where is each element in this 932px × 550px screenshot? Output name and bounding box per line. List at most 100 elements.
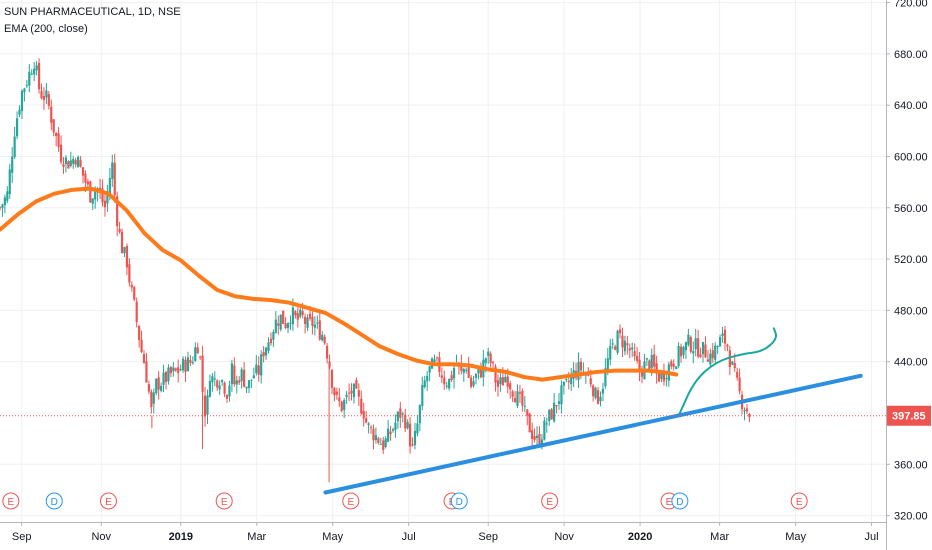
candle-body <box>604 368 607 387</box>
candle-body <box>599 396 602 402</box>
candle-body <box>25 84 28 86</box>
candle-body <box>487 351 490 356</box>
dividend-marker <box>671 492 689 510</box>
candle-body <box>0 207 2 209</box>
candle-body <box>184 359 187 372</box>
candle-body <box>462 368 465 373</box>
candle-body <box>18 109 21 115</box>
candle-body <box>726 344 729 347</box>
candle-body <box>628 348 631 351</box>
candle-body <box>496 380 500 387</box>
candle-body <box>367 423 370 426</box>
candle-body <box>299 309 302 317</box>
candle-body <box>177 367 180 374</box>
candle-body <box>389 431 392 435</box>
candle-body <box>401 413 404 415</box>
candle-body <box>147 384 151 392</box>
candle-body <box>589 378 592 385</box>
candle-body <box>296 313 299 320</box>
candle-body <box>660 373 663 379</box>
candle-body <box>550 409 553 420</box>
candle-body <box>687 334 690 345</box>
candle-body <box>531 430 534 440</box>
candle-body <box>506 376 509 387</box>
candle-body <box>125 245 129 268</box>
candle-body <box>379 443 382 445</box>
event-marker-label: E <box>347 497 354 508</box>
time-tick-label: Sep <box>478 531 498 543</box>
candle-body <box>611 343 614 345</box>
candle-body <box>699 354 702 357</box>
event-marker-label: E <box>666 497 673 508</box>
candle-body <box>621 335 624 348</box>
candle-body <box>89 181 92 203</box>
earnings-marker <box>342 492 360 510</box>
candle-body <box>736 371 739 378</box>
candle-body <box>540 439 544 444</box>
candle-body <box>274 319 277 333</box>
candle-body <box>277 323 280 326</box>
candle-body <box>704 344 707 358</box>
event-marker-label: D <box>51 497 58 508</box>
candle-body <box>404 414 407 429</box>
candle-body <box>577 362 580 381</box>
time-tick-label: 2019 <box>169 531 193 543</box>
support-trendline <box>323 373 863 495</box>
candle-body <box>448 378 451 389</box>
candle-body <box>640 369 644 377</box>
candle-body <box>523 405 526 407</box>
candle-body <box>45 90 48 98</box>
candle-body <box>245 386 248 389</box>
candle-body <box>362 410 365 419</box>
candle-body <box>30 73 33 75</box>
time-tick-label: May <box>322 531 343 543</box>
candle-body <box>418 405 421 424</box>
candle-body <box>20 90 24 112</box>
candle-body <box>706 359 709 362</box>
candle-body <box>689 336 692 352</box>
symbol-title[interactable]: SUN PHARMACEUTICAL, 1D, NSE <box>4 6 181 18</box>
candle-body <box>179 369 182 371</box>
candle-body <box>748 413 751 418</box>
candle-body <box>426 375 429 382</box>
candle-body <box>399 408 402 418</box>
candle-body <box>294 311 297 316</box>
candle-body <box>470 377 473 387</box>
candle-body <box>6 191 9 201</box>
candle-body <box>313 324 316 328</box>
candle-body <box>648 360 651 370</box>
candle-body <box>743 410 746 412</box>
candle-body <box>101 188 104 203</box>
candle-body <box>555 405 558 407</box>
candle-body <box>697 338 700 357</box>
event-marker-label: D <box>676 497 683 508</box>
candle-body <box>238 380 241 383</box>
candle-body <box>567 380 570 383</box>
candle-body <box>267 342 270 351</box>
candle-body <box>13 136 16 158</box>
candle-body <box>323 336 326 344</box>
dividend-marker <box>450 492 468 510</box>
candle-body <box>501 377 504 386</box>
candle-body <box>557 401 561 405</box>
indicator-label[interactable]: EMA (200, close) <box>4 23 88 35</box>
candle-body <box>28 71 31 86</box>
time-tick-label: 2020 <box>628 531 652 543</box>
candle-body <box>306 317 309 328</box>
candle-body <box>167 367 170 382</box>
candle-body <box>721 333 724 336</box>
candle-body <box>535 435 539 439</box>
candle-body <box>650 354 653 369</box>
candle-body <box>284 323 287 329</box>
candle-body <box>653 354 656 367</box>
candle-body <box>81 167 85 176</box>
candle-body <box>745 408 749 412</box>
candle-body <box>186 357 190 372</box>
candle-body <box>189 359 192 363</box>
earnings-marker <box>790 492 808 510</box>
candle-body <box>223 382 226 394</box>
candle-body <box>360 398 363 414</box>
candle-body <box>230 363 233 385</box>
candle-body <box>330 370 334 388</box>
